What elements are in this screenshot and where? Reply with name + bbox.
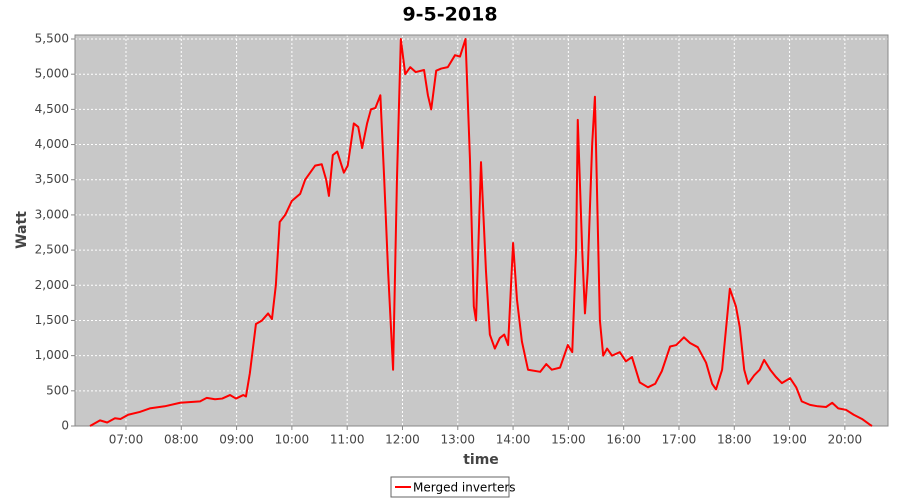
- y-tick-label: 5,500: [35, 32, 69, 46]
- x-tick-label: 13:00: [440, 433, 475, 447]
- y-tick-label: 4,000: [35, 137, 69, 151]
- y-axis-label: Watt: [14, 211, 30, 249]
- y-tick-label: 3,500: [35, 172, 69, 186]
- y-tick-label: 0: [61, 419, 69, 433]
- x-tick-label: 18:00: [717, 433, 752, 447]
- legend-label: Merged inverters: [413, 481, 516, 495]
- x-tick-label: 07:00: [109, 433, 144, 447]
- y-tick-label: 4,500: [35, 102, 69, 116]
- x-tick-label: 12:00: [385, 433, 420, 447]
- x-axis-label: time: [463, 452, 499, 468]
- x-tick-label: 08:00: [164, 433, 199, 447]
- y-tick-label: 5,000: [35, 67, 69, 81]
- x-tick-label: 11:00: [330, 433, 365, 447]
- x-tick-label: 16:00: [606, 433, 641, 447]
- y-tick-label: 2,500: [35, 243, 69, 257]
- y-tick-label: 1,500: [35, 313, 69, 327]
- y-tick-label: 3,000: [35, 207, 69, 221]
- y-tick-label: 500: [46, 383, 69, 397]
- x-tick-label: 10:00: [275, 433, 310, 447]
- plot-area: [75, 35, 888, 426]
- x-tick-label: 15:00: [551, 433, 586, 447]
- x-tick-label: 20:00: [828, 433, 863, 447]
- x-tick-label: 14:00: [496, 433, 531, 447]
- y-tick-label: 2,000: [35, 278, 69, 292]
- x-tick-label: 17:00: [662, 433, 697, 447]
- x-tick-label: 19:00: [772, 433, 807, 447]
- plot-border: [74, 34, 889, 427]
- chart-title: 9-5-2018: [402, 4, 497, 26]
- legend-box: [390, 476, 510, 498]
- data-line: [89, 38, 873, 427]
- x-tick-label: 09:00: [219, 433, 254, 447]
- y-tick-label: 1,000: [35, 348, 69, 362]
